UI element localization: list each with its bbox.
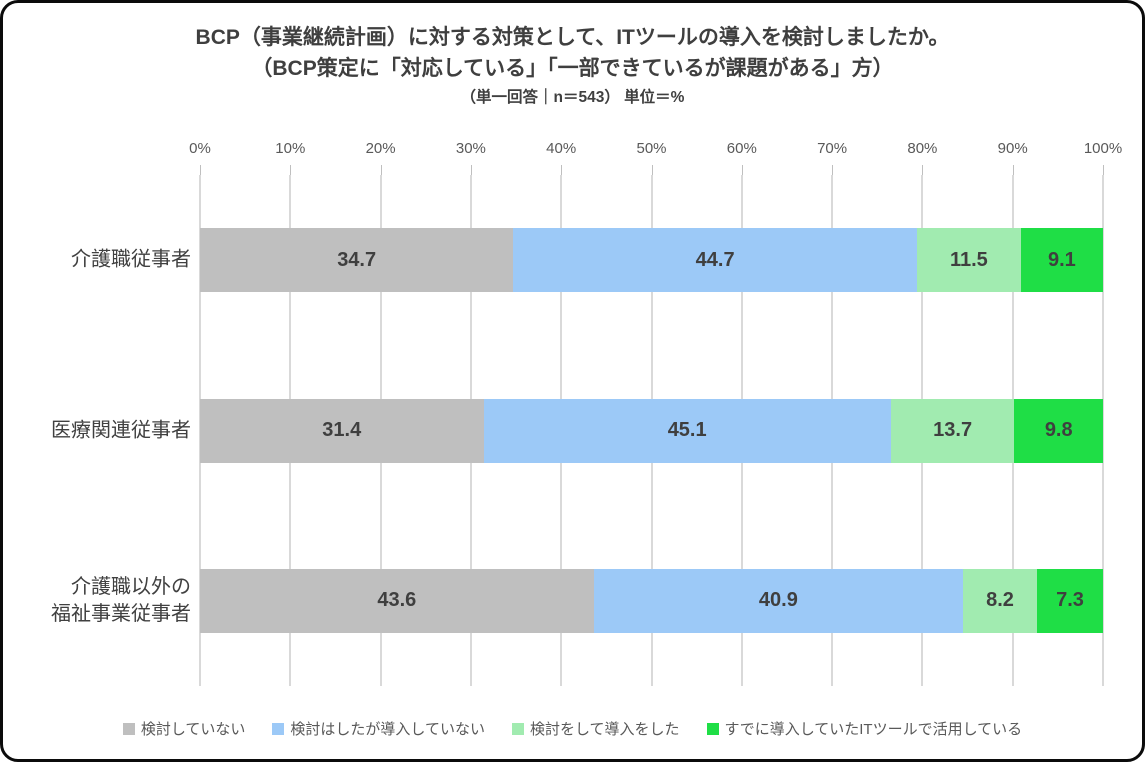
bar-segment: 9.8 <box>1014 398 1103 463</box>
bar-value-label: 40.9 <box>758 589 798 612</box>
x-axis-tick-mark <box>1103 165 1104 175</box>
x-axis-tick-label: 90% <box>997 140 1028 157</box>
bar-value-label: 31.4 <box>322 419 362 441</box>
chart-title: BCP（事業継続計画）に対する対策として、ITツールの導入を検討しましたか。 （… <box>3 22 1142 109</box>
x-axis-tick-mark <box>1012 165 1014 175</box>
legend-label: 検討をして導入をした <box>529 721 680 738</box>
legend: 検討していない 検討はしたが導入していない 検討をして導入をした すでに導入していたI… <box>3 718 1142 739</box>
bar-row: 31.4 45.1 13.7 9.8 <box>200 398 1103 463</box>
bar-segment: 7.3 <box>1037 568 1103 633</box>
bar-segment: 9.1 <box>1020 228 1103 293</box>
legend-label: 検討していない <box>140 721 246 738</box>
legend-swatch <box>706 722 719 735</box>
bar-value-label: 9.1 <box>1047 248 1076 271</box>
x-axis-tick-label: 70% <box>817 140 848 157</box>
bar-segment: 43.6 <box>200 568 594 633</box>
x-axis-tick-mark <box>561 165 563 175</box>
bar-row: 43.6 40.9 8.2 7.3 <box>200 568 1103 633</box>
x-axis-tick-label: 40% <box>546 140 577 157</box>
x-axis-tick-label: 100% <box>1083 140 1123 157</box>
category-label: 医療関連従事者 <box>51 419 191 441</box>
bar-row: 34.7 44.7 11.5 9.1 <box>200 228 1103 293</box>
bar-value-label: 43.6 <box>377 589 417 612</box>
x-axis-tick-label: 80% <box>907 140 938 157</box>
legend-label: すでに導入していたITツールで活用している <box>724 721 1023 738</box>
x-axis-tick-mark <box>200 165 201 175</box>
x-axis-tick-mark <box>470 165 472 175</box>
x-axis-tick-mark <box>832 165 834 175</box>
x-axis-tick-label: 0% <box>189 140 211 157</box>
chart-title-line-2: （BCP策定に「対応している」「一部できているが課題がある」方） <box>251 57 894 80</box>
legend-item: すでに導入していたITツールで活用している <box>706 718 1023 739</box>
bar-segment: 11.5 <box>916 228 1021 293</box>
legend-swatch <box>511 722 524 735</box>
x-axis-tick-mark <box>290 165 292 175</box>
bar-value-label: 11.5 <box>949 248 988 271</box>
x-axis-tick-label: 50% <box>636 140 667 157</box>
bar-segment: 44.7 <box>513 228 917 293</box>
legend-item: 検討をして導入をした <box>511 718 680 739</box>
category-label: 介護職従事者 <box>71 248 191 271</box>
bar-value-label: 44.7 <box>695 248 735 271</box>
bar-segment: 45.1 <box>483 398 891 463</box>
legend-item: 検討していない <box>122 718 246 739</box>
bar-segment: 8.2 <box>963 568 1038 633</box>
gridline <box>1102 175 1104 686</box>
bar-value-label: 45.1 <box>667 419 707 441</box>
legend-item: 検討はしたが導入していない <box>272 718 485 739</box>
legend-swatch <box>122 722 135 735</box>
bar-segment: 31.4 <box>200 398 484 463</box>
x-axis-tick-label: 10% <box>275 140 306 157</box>
x-axis-tick-mark <box>922 165 924 175</box>
x-axis-tick-label: 20% <box>365 140 396 157</box>
x-axis-tick-mark <box>380 165 382 175</box>
bar-segment: 13.7 <box>890 398 1015 463</box>
bar-value-label: 7.3 <box>1056 589 1084 612</box>
chart-title-line-1: BCP（事業継続計画）に対する対策として、ITツールの導入を検討しましたか。 <box>195 26 950 49</box>
x-axis-tick-mark <box>741 165 743 175</box>
bar-segment: 34.7 <box>200 228 514 293</box>
bar-value-label: 34.7 <box>337 248 377 271</box>
bar-value-label: 13.7 <box>933 419 973 441</box>
x-axis-tick-label: 30% <box>455 140 486 157</box>
x-axis-tick-mark <box>651 165 653 175</box>
legend-swatch <box>272 722 285 735</box>
legend-label: 検討はしたが導入していない <box>290 721 485 738</box>
category-label: 介護職以外の 福祉事業従事者 <box>51 575 191 625</box>
x-axis-tick-label: 60% <box>726 140 757 157</box>
bar-segment: 40.9 <box>593 568 964 633</box>
bar-value-label: 8.2 <box>986 589 1014 612</box>
chart-title-line-3: （単一回答｜n＝543） 単位＝% <box>460 89 685 106</box>
bar-value-label: 9.8 <box>1044 419 1073 441</box>
